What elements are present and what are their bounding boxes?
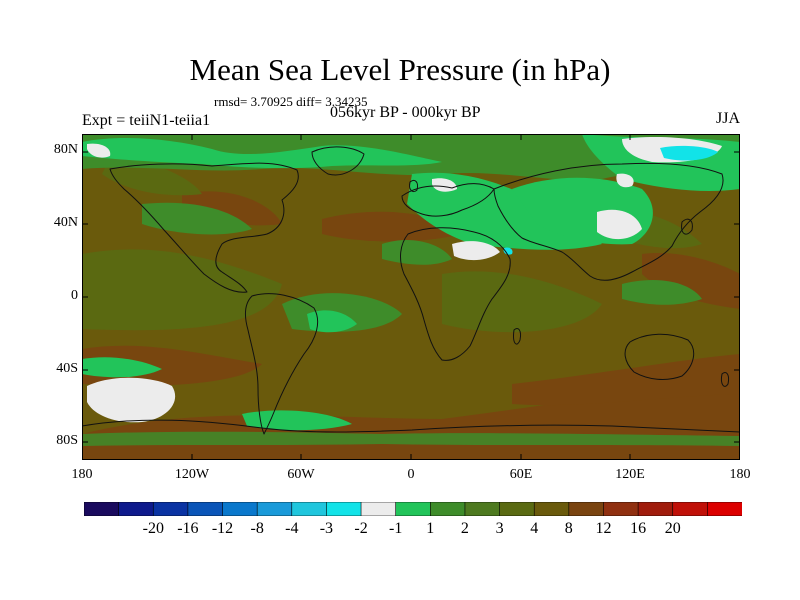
colorbar-swatch <box>152 502 189 516</box>
colorbar-label: 12 <box>595 520 612 537</box>
x-tick-60e: 60E <box>509 467 533 482</box>
colorbar-swatch <box>707 502 742 516</box>
x-tick-0: 0 <box>407 467 415 482</box>
colorbar-label: -20 <box>142 520 164 537</box>
japan-coast <box>681 218 693 235</box>
x-tick-180w: 180 <box>71 467 93 482</box>
y-tick-80n: 80N <box>53 142 78 157</box>
white-regions <box>87 136 722 423</box>
uk-coast <box>409 179 418 193</box>
antarctica-band <box>82 431 740 446</box>
colorbar-label: 8 <box>564 520 573 537</box>
colorbar <box>84 502 742 516</box>
chart-title: Mean Sea Level Pressure (in hPa) <box>189 52 611 87</box>
x-tick-60w: 60W <box>287 467 315 482</box>
africa-coast <box>400 227 511 361</box>
rmsd-diff-stats: rmsd= 3.70925 diff= 3.34235 <box>214 94 368 109</box>
antarctica-coast <box>82 419 740 433</box>
australia-coast <box>624 333 695 380</box>
colorbar-label: 4 <box>530 520 539 537</box>
colorbar-swatch <box>533 502 570 516</box>
y-tick-80s: 80S <box>56 433 78 448</box>
colorbar-label: 20 <box>664 520 681 537</box>
colorbar-swatch <box>84 502 120 516</box>
colorbar-label: -2 <box>354 520 368 537</box>
colorbar-label: 2 <box>460 520 469 537</box>
tick-marks <box>82 134 740 460</box>
colorbar-swatch <box>360 502 397 516</box>
coastlines <box>82 146 740 435</box>
madagascar-coast <box>513 327 521 345</box>
colorbar-swatch <box>568 502 605 516</box>
greenland-coast <box>311 146 365 176</box>
colorbar-label: -16 <box>177 520 199 537</box>
colorbar-swatch <box>326 502 362 516</box>
y-tick-40s: 40S <box>56 361 78 376</box>
colorbar-label: 3 <box>495 520 504 537</box>
colorbar-swatch <box>603 502 639 516</box>
colorbar-label: -4 <box>285 520 299 537</box>
colorbar-label: -12 <box>211 520 234 537</box>
colorbar-label: 1 <box>426 520 435 537</box>
north-america-coast <box>109 162 299 293</box>
season-label: JJA <box>716 110 741 127</box>
colorbar-swatch <box>499 502 536 516</box>
x-tick-120w: 120W <box>174 467 210 482</box>
colorbar-label: -8 <box>250 520 264 537</box>
colorbar-swatch <box>291 502 328 516</box>
y-tick-0: 0 <box>71 288 78 303</box>
colorbar-swatch <box>464 502 501 516</box>
x-tick-120e: 120E <box>615 467 645 482</box>
colorbar-swatch <box>256 502 293 516</box>
new-zealand-coast <box>721 371 729 387</box>
period-label: 056kyr BP - 000kyr BP <box>330 104 481 121</box>
colorbar-label: -3 <box>319 520 334 537</box>
colorbar-swatch <box>430 502 466 516</box>
asia-coast <box>493 162 724 281</box>
colorbar-swatch <box>395 502 432 516</box>
colorbar-swatch <box>672 502 709 516</box>
colorbar-swatch <box>187 502 224 516</box>
colorbar-swatch <box>118 502 155 516</box>
colorbar-label: -1 <box>389 520 403 537</box>
y-tick-40n: 40N <box>53 215 78 230</box>
south-america-coast <box>244 293 319 435</box>
cyan-regions <box>503 145 718 255</box>
experiment-label: Expt = teiiN1-teiia1 <box>82 112 211 129</box>
colorbar-swatch <box>222 502 258 516</box>
x-tick-180e: 180 <box>729 467 751 482</box>
europe-coast <box>401 183 495 217</box>
pressure-map <box>82 134 740 460</box>
colorbar-swatch <box>637 502 674 516</box>
colorbar-label: 16 <box>630 520 647 537</box>
